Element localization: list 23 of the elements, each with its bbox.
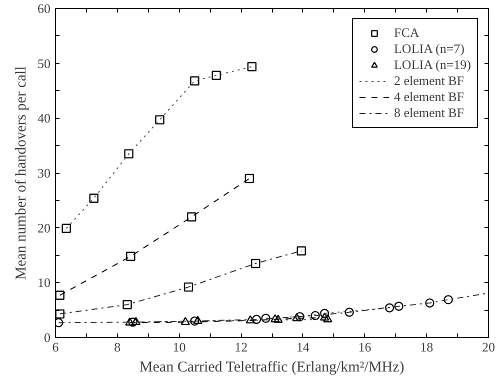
- legend-label: LOLIA (n=7): [394, 41, 464, 57]
- legend-label: 8 element BF: [394, 105, 464, 121]
- y-tick-label: 60: [38, 1, 50, 16]
- y-tick-label: 50: [38, 56, 50, 71]
- legend-label: 4 element BF: [394, 89, 464, 105]
- x-tick-label: 18: [420, 340, 434, 354]
- x-tick-label: 12: [234, 340, 248, 354]
- x-tick-label: 16: [358, 340, 372, 354]
- legend-label: LOLIA (n=19): [394, 57, 471, 73]
- x-tick-label: 14: [296, 340, 310, 354]
- y-tick-label: 0: [44, 330, 50, 345]
- x-tick-label: 10: [172, 340, 186, 354]
- y-tick-label: 10: [38, 275, 50, 290]
- x-tick-label: 8: [114, 340, 121, 354]
- x-axis-title: Mean Carried Teletraffic (Erlang/km²/MHz): [139, 360, 404, 376]
- y-tick-label: 30: [38, 166, 50, 180]
- y-axis-title: Mean number of handovers per call: [14, 66, 30, 280]
- y-tick-label: 40: [38, 110, 50, 126]
- x-tick-label: 20: [482, 340, 495, 354]
- legend-label: FCA: [394, 25, 420, 41]
- x-tick-label: 6: [52, 340, 60, 354]
- y-tick-label: 20: [38, 220, 50, 236]
- legend-label: 2 element BF: [394, 73, 464, 89]
